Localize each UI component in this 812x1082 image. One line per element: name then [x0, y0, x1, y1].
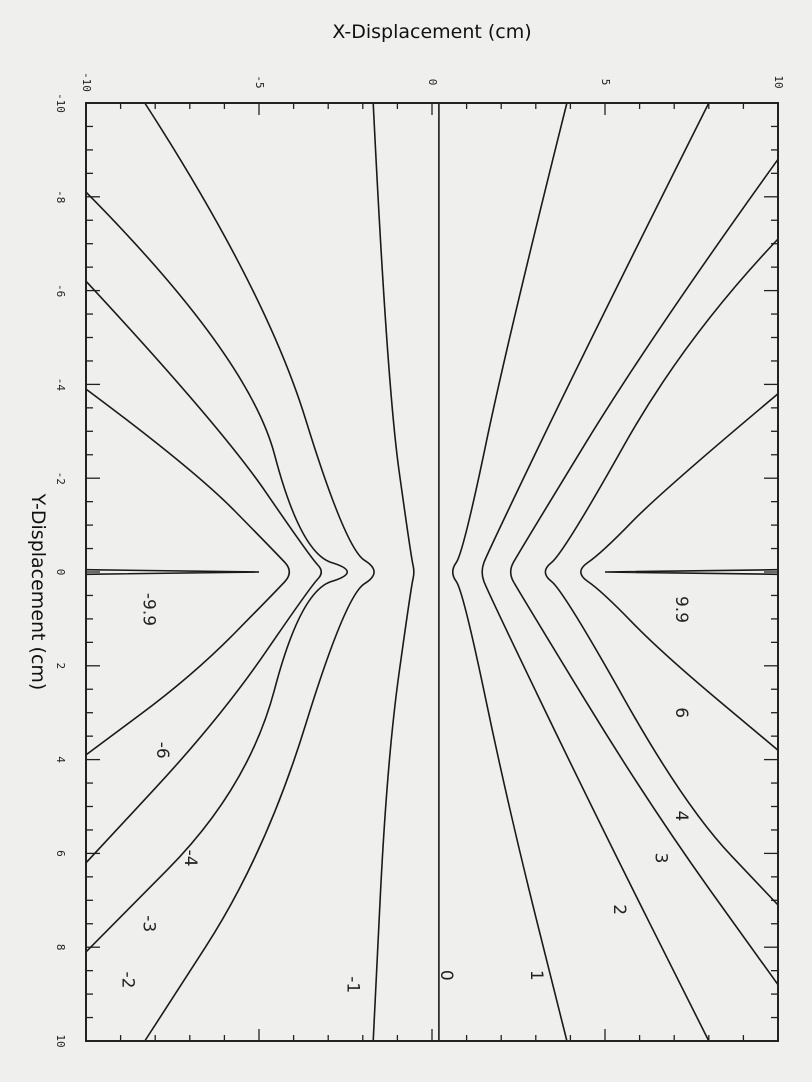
contour-label: -1: [342, 976, 362, 993]
contour-line--2: [144, 102, 375, 1042]
y-tick-label: 10: [54, 1034, 67, 1047]
y-tick-label: 6: [54, 850, 67, 857]
contour-label: 4: [671, 810, 691, 821]
y-tick-label: 8: [54, 944, 67, 951]
contour-label: -2: [118, 972, 138, 989]
contour-line-3: [509, 158, 779, 986]
y-tick-label: 2: [54, 662, 67, 669]
contour-line--4: [85, 280, 323, 864]
contour-line-4: [544, 238, 779, 906]
y-tick-label: -2: [54, 472, 67, 485]
contour-label: -9.9: [138, 593, 158, 626]
contour-label: -4: [180, 850, 200, 867]
y-tick-label: 0: [54, 569, 67, 576]
contour-lines: [85, 102, 779, 1042]
x-axis-title: X-Displacement (cm): [332, 21, 531, 43]
contour-label: 3: [650, 853, 670, 864]
contour-label: -6: [152, 742, 172, 759]
plot-frame: [85, 102, 779, 1042]
contour-line-6: [580, 393, 779, 751]
y-tick-label: -10: [54, 93, 67, 113]
contour-labels: 0 1 2 3 4 6 9.9 -1 -2 -3 -4 -6 -9.9: [118, 593, 692, 993]
y-axis-title: Y-Displacement (cm): [27, 493, 49, 691]
x-tick-label: 0: [426, 79, 439, 86]
contour-label: 0: [436, 970, 456, 981]
contour-label: 2: [609, 904, 629, 915]
contour-label: 6: [671, 707, 691, 718]
y-tick-label: -8: [54, 190, 67, 203]
x-tick-label: -10: [80, 72, 93, 92]
contour-line-1: [451, 102, 568, 1042]
contour-label: 1: [526, 970, 546, 981]
contour-line--9_9: [85, 568, 260, 576]
contour-line--1: [372, 102, 415, 1042]
x-tick-label: 10: [772, 75, 785, 88]
contour-line-9_9: [604, 568, 779, 576]
y-tick-label: -4: [54, 378, 67, 392]
y-tick-label: -6: [54, 284, 67, 297]
x-tick-label: 5: [599, 79, 612, 86]
contour-line--3: [85, 191, 349, 953]
contour-line-2: [481, 102, 710, 1042]
contour-label: 9.9: [671, 596, 691, 623]
contour-line--6: [85, 388, 291, 756]
y-tick-label: 4: [54, 756, 67, 763]
contour-label: -3: [138, 915, 158, 932]
x-tick-label: -5: [253, 75, 266, 88]
